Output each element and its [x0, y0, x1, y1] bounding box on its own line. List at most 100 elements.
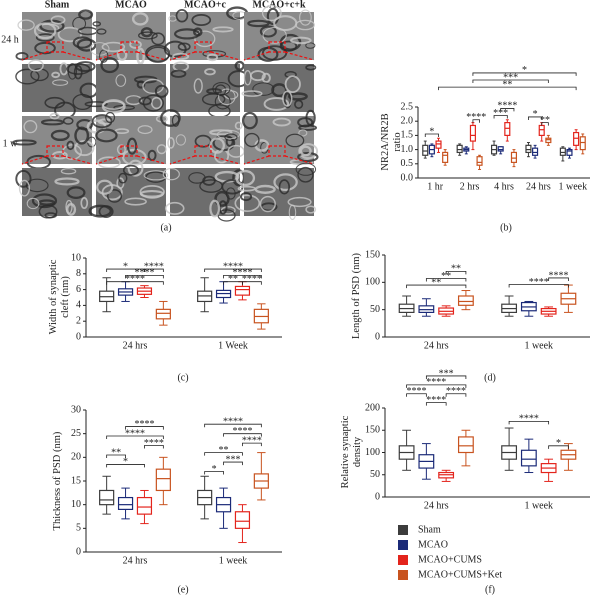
texture [30, 68, 49, 82]
box [422, 144, 429, 156]
micrograph [12, 112, 97, 170]
box [566, 149, 573, 156]
box [136, 496, 153, 515]
box [155, 468, 171, 492]
texture [252, 82, 275, 96]
texture [138, 96, 152, 106]
texture [101, 99, 126, 114]
texture [287, 92, 308, 101]
significance-label: **** [497, 101, 517, 112]
significance-bracket [223, 274, 262, 279]
texture [163, 40, 187, 58]
texture [167, 136, 175, 149]
texture [98, 205, 114, 218]
legend-label: Sham [418, 524, 441, 535]
texture [124, 197, 147, 206]
texture [114, 128, 130, 135]
column-label: MCAO [115, 0, 147, 10]
x-tick-label: 1 week [219, 555, 248, 566]
texture [52, 79, 69, 86]
texture [127, 159, 144, 177]
legend-swatch [398, 570, 408, 580]
texture [172, 52, 190, 61]
panel-label: (c) [177, 372, 188, 383]
texture [92, 21, 102, 27]
significance-label: **** [242, 274, 262, 285]
texture [34, 41, 56, 55]
x-tick-label: 1 hr [427, 181, 444, 192]
texture [188, 172, 206, 184]
texture [139, 189, 164, 198]
texture [15, 68, 40, 85]
micrograph [89, 12, 171, 65]
texture [299, 9, 312, 26]
y-tick-label: 4 [76, 300, 81, 311]
texture [122, 164, 139, 176]
significance-bracket [106, 454, 126, 458]
texture [137, 125, 153, 135]
significance-bracket [508, 284, 569, 288]
texture [156, 144, 167, 155]
texture [299, 145, 312, 157]
texture [177, 42, 191, 51]
box [155, 308, 171, 320]
y-tick-label: 2.5 [401, 101, 414, 112]
significance-label: **** [466, 112, 486, 123]
panel-label: (f) [485, 584, 495, 595]
texture [26, 197, 40, 210]
y-tick-label: 2.0 [401, 115, 414, 126]
significance-label: **** [519, 414, 539, 425]
texture [257, 46, 279, 62]
zoom-line [62, 155, 93, 165]
texture [297, 166, 314, 183]
y-tick-label: 6 [76, 284, 81, 295]
significance-label: **** [426, 395, 446, 406]
texture [18, 179, 31, 197]
legend-label: MCAO [418, 539, 448, 550]
significance-label: **** [125, 274, 145, 285]
significance-bracket [106, 464, 145, 468]
texture [91, 114, 113, 129]
texture [17, 19, 35, 31]
texture [234, 60, 245, 71]
significance-label: **** [144, 261, 164, 272]
texture [105, 111, 116, 124]
x-tick-label: 24 hrs [424, 500, 449, 511]
y-tick-label: 100 [365, 277, 380, 288]
panel-label: (e) [177, 584, 188, 595]
zoom-line [210, 155, 241, 165]
texture [74, 126, 90, 145]
micrograph [15, 59, 99, 120]
micrograph [15, 9, 98, 61]
texture [27, 59, 44, 72]
x-tick-label: 2 hrs [460, 181, 480, 192]
texture [142, 94, 164, 112]
micrograph [243, 4, 316, 62]
panel-label: (d) [484, 372, 496, 383]
zoom-line [243, 51, 270, 61]
micrograph-bg [244, 12, 314, 60]
significance-label: **** [232, 426, 252, 437]
significance-bracket [472, 79, 549, 84]
texture [95, 128, 118, 143]
significance-label: ** [219, 445, 229, 456]
micrograph [86, 111, 168, 169]
texture [298, 143, 319, 160]
texture [212, 26, 234, 33]
zoom-box [46, 41, 64, 53]
row-label: 1 w [3, 138, 19, 149]
texture [282, 90, 293, 107]
significance-label: **** [426, 377, 446, 388]
texture [193, 78, 203, 94]
box [579, 136, 586, 151]
y-tick-label: 0 [375, 491, 380, 502]
texture [235, 169, 256, 187]
box [545, 137, 552, 144]
significance-bracket [548, 445, 569, 449]
texture [297, 151, 319, 163]
texture [244, 132, 260, 148]
texture [66, 63, 91, 75]
panel-label: (b) [500, 222, 512, 233]
texture [76, 119, 94, 131]
significance-bracket [144, 445, 164, 449]
